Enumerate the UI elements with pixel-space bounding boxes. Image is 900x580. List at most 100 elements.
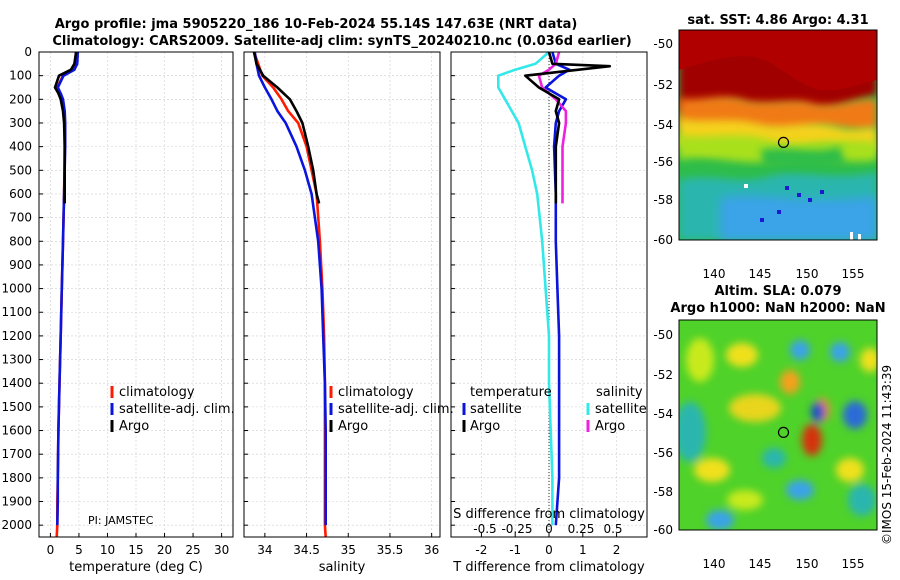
x-tick-label: -1 xyxy=(509,543,521,557)
depth-axis: 0 100 200 300 400 500 600 700 800 900 1000 1100 1200… xyxy=(1,45,32,532)
map-tick: 140 xyxy=(703,557,726,571)
difference-xlabel: T difference from climatology xyxy=(452,560,645,575)
depth-tick-label: 500 xyxy=(9,163,32,177)
depth-tick-label: 1700 xyxy=(1,447,32,461)
argo-location-marker xyxy=(777,136,790,148)
legend-label: satellite xyxy=(470,402,522,417)
legend-label: climatology xyxy=(119,385,195,400)
x-tick-label: 1 xyxy=(579,543,587,557)
sla-map-yticks: -50 -52 -54 -56 -58 -60 xyxy=(653,328,673,537)
depth-tick-label: 200 xyxy=(9,92,32,106)
map-tick: 155 xyxy=(842,267,865,281)
series-line-argo xyxy=(252,51,321,204)
depth-tick-label: 800 xyxy=(9,234,32,248)
difference-panel: -2 -1 0 1 2 xyxy=(450,51,648,557)
x-tick-label: 20 xyxy=(157,543,172,557)
x-tick-label: -2 xyxy=(475,543,487,557)
panel-frame xyxy=(243,51,441,538)
sst-map-yticks: -50 -52 -54 -56 -58 -60 xyxy=(653,37,673,247)
s-difference-ticks: -0.5 -0.25 0 0.25 0.5 xyxy=(473,522,622,536)
depth-tick-label: 1100 xyxy=(1,305,32,319)
salinity-legend: climatology satellite-adj. clim. Argo xyxy=(329,385,454,434)
map-tick: -60 xyxy=(653,523,673,537)
panel-frame xyxy=(450,51,648,538)
sst-map-frame xyxy=(678,29,878,241)
imos-watermark: ©IMOS 15-Feb-2024 11:43:39 xyxy=(880,365,894,545)
s-difference-axis-label: S difference from climatology xyxy=(453,507,645,522)
depth-tick-label: 1200 xyxy=(1,329,32,343)
s-tick: 0.25 xyxy=(568,522,595,536)
x-tick-label: 25 xyxy=(185,543,200,557)
depth-tick-label: 1600 xyxy=(1,424,32,438)
series-line-satellite-adj-clim- xyxy=(253,51,328,526)
legend-label: Argo xyxy=(338,419,368,434)
legend-label: satellite-adj. clim. xyxy=(338,402,454,417)
series-line-t-argo xyxy=(523,51,612,204)
map-tick: -50 xyxy=(653,37,673,51)
x-tick-label: 5 xyxy=(75,543,83,557)
legend-label: satellite-adj. clim. xyxy=(119,402,235,417)
s-tick: -0.25 xyxy=(501,522,532,536)
depth-tick-label: 900 xyxy=(9,258,32,272)
depth-tick-label: 600 xyxy=(9,187,32,201)
sst-map-xticks: 140 145 150 155 xyxy=(703,267,865,281)
depth-tick-label: 100 xyxy=(9,69,32,83)
map-tick: 150 xyxy=(796,557,819,571)
map-tick: 145 xyxy=(749,267,772,281)
depth-tick-label: 2000 xyxy=(1,518,32,532)
x-tick-label: 0 xyxy=(47,543,55,557)
temperature-xlabel: temperature (deg C) xyxy=(69,560,203,575)
s-tick: 0 xyxy=(545,522,553,536)
s-tick: -0.5 xyxy=(473,522,496,536)
depth-tick-label: 1300 xyxy=(1,353,32,367)
legend-title-temperature: temperature xyxy=(470,385,552,400)
x-tick-label: 35 xyxy=(341,543,356,557)
map-tick: -56 xyxy=(653,155,673,169)
pi-annotation: PI: JAMSTEC xyxy=(88,514,154,527)
figure-title-line1: Argo profile: jma 5905220_186 10-Feb-202… xyxy=(55,17,578,32)
panel-frame xyxy=(38,51,234,538)
series-line-argo xyxy=(53,51,78,204)
x-tick-label: 34.5 xyxy=(293,543,320,557)
map-tick: -54 xyxy=(653,118,673,132)
depth-tick-label: 1000 xyxy=(1,282,32,296)
map-tick: -60 xyxy=(653,233,673,247)
legend-label: Argo xyxy=(119,419,149,434)
temperature-legend: climatology satellite-adj. clim. Argo xyxy=(110,385,235,434)
x-tick-label: 0 xyxy=(545,543,553,557)
map-tick: -56 xyxy=(653,446,673,460)
map-tick: 145 xyxy=(749,557,772,571)
argo-location-marker xyxy=(777,426,790,438)
x-tick-label: 34 xyxy=(257,543,272,557)
depth-tick-label: 1400 xyxy=(1,376,32,390)
map-tick: -54 xyxy=(653,407,673,421)
depth-tick-label: 400 xyxy=(9,140,32,154)
x-tick-label: 36 xyxy=(424,543,439,557)
map-tick: 140 xyxy=(703,267,726,281)
map-tick: -58 xyxy=(653,193,673,207)
difference-legend: temperature satellite Argo salinity sate… xyxy=(462,385,647,434)
legend-label: Argo xyxy=(595,419,625,434)
map-tick: 150 xyxy=(796,267,819,281)
map-tick: -52 xyxy=(653,368,673,382)
sla-map-title: Altim. SLA: 0.079 xyxy=(715,284,842,299)
x-tick-label: 35.5 xyxy=(377,543,404,557)
map-tick: 155 xyxy=(842,557,865,571)
salinity-xlabel: salinity xyxy=(319,560,366,575)
s-tick: 0.5 xyxy=(603,522,622,536)
map-tick: -50 xyxy=(653,328,673,342)
legend-label: climatology xyxy=(338,385,414,400)
salinity-panel: 34 34.5 35 35.5 36 xyxy=(243,51,441,557)
sla-map: -50 -52 -54 -56 -58 -60 140 145 150 155 xyxy=(653,319,878,571)
legend-label: Argo xyxy=(470,419,500,434)
series-line-s-argo xyxy=(537,51,568,204)
sla-map-subtitle: Argo h1000: NaN h2000: NaN xyxy=(670,301,885,316)
depth-tick-label: 1500 xyxy=(1,400,32,414)
sst-field xyxy=(679,30,877,240)
depth-tick-label: 700 xyxy=(9,211,32,225)
legend-label: satellite xyxy=(595,402,647,417)
series-line-t-satellite xyxy=(544,51,571,526)
legend-title-salinity: salinity xyxy=(596,385,643,400)
depth-tick-label: 1900 xyxy=(1,495,32,509)
